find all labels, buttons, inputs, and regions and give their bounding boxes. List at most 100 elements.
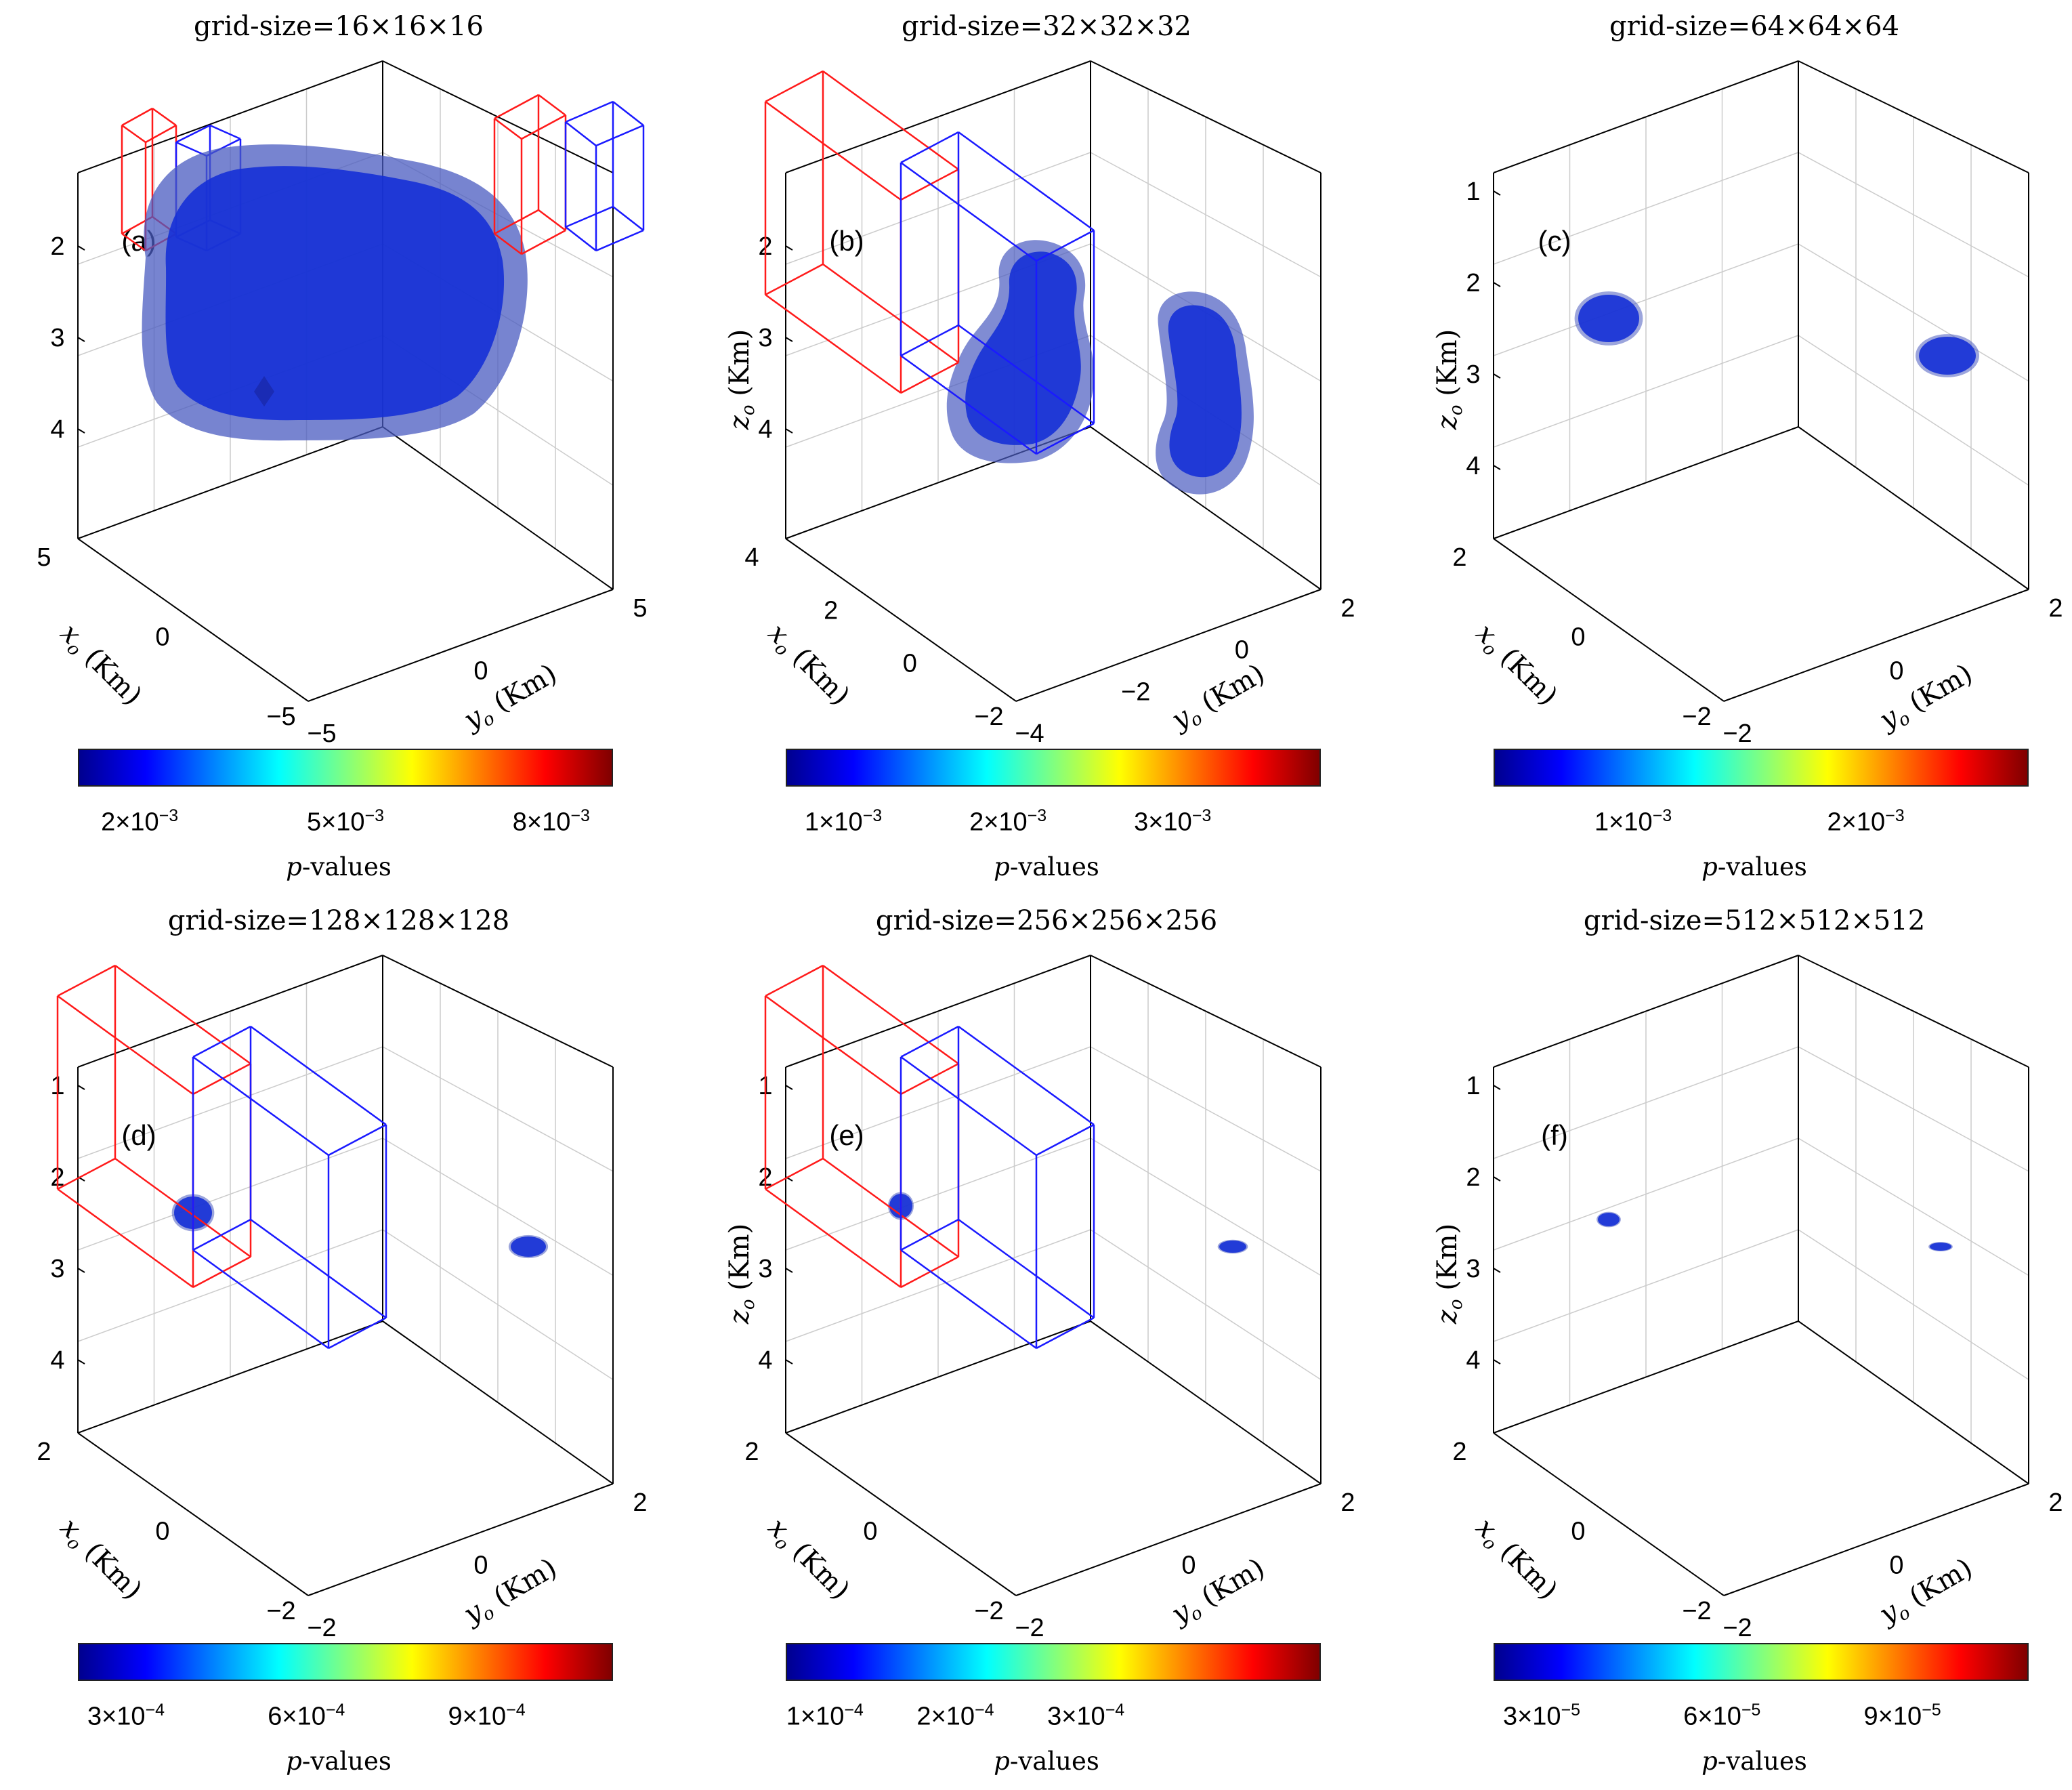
x-tick-label: 2 (1452, 543, 1466, 572)
z-tick-label: 4 (50, 1346, 64, 1375)
x-tick-label: −2 (266, 1597, 295, 1625)
x-axis-label: xo (Km) (759, 1512, 855, 1608)
grid-line (1493, 335, 1799, 448)
z-tick (77, 428, 85, 434)
axis-line (382, 426, 614, 590)
y-tick-label: 0 (1889, 657, 1903, 686)
x-tick-label: −2 (1682, 1597, 1711, 1625)
axis-line (308, 589, 614, 702)
x-tick-label: 0 (903, 650, 917, 678)
axis-line (1090, 955, 1322, 1068)
z-tick (77, 1176, 85, 1182)
grid-line (382, 1229, 614, 1380)
colorbar (1494, 749, 2029, 787)
y-tick-label: −4 (1015, 720, 1044, 745)
z-tick (785, 245, 793, 251)
axis-line (1493, 538, 1725, 702)
grid-line (1493, 1229, 1799, 1342)
z-tick (1493, 1085, 1501, 1090)
z-tick-label: 3 (758, 324, 772, 352)
chart-title: grid-size=16×16×16 (194, 11, 484, 42)
chart-panel-d: grid-size=128×128×128 1 2 3 4 2 0 −2 −2 0 2 xo (Km)… (0, 894, 677, 1776)
z-tick-label: 4 (758, 1346, 772, 1375)
chart-panel-f: grid-size=512×512×512 1 2 3 4 2 0 −2 −2 0 2 xo (Km)… (1416, 894, 2072, 1776)
axis-line (308, 1483, 614, 1596)
y-tick-label: 2 (1340, 594, 1355, 623)
z-tick-label: 1 (758, 1072, 772, 1100)
axis-line (1493, 426, 1799, 539)
axis-line (785, 538, 1017, 702)
x-tick-label: 0 (155, 623, 169, 652)
z-axis-label: zo (Km) (1432, 329, 1466, 430)
colorbar-label: p-values (1701, 852, 1807, 881)
colorbar-tick-label: 2×10−3 (101, 806, 179, 837)
panel-label: (a) (121, 225, 156, 257)
z-tick (785, 428, 793, 434)
x-tick-label: −5 (266, 703, 295, 731)
z-axis-label: zo (Km) (1432, 1224, 1466, 1325)
colorbar-label: p-values (286, 1747, 392, 1776)
colorbar-tick-label: 3×10−3 (1134, 806, 1212, 837)
z-tick (1493, 190, 1501, 196)
y-tick-label: −2 (307, 1614, 336, 1640)
colorbar-tick-label: 5×10−3 (306, 806, 385, 837)
colorbar (786, 749, 1321, 787)
y-tick-label: 0 (1235, 636, 1249, 665)
x-tick-label: 5 (37, 543, 51, 572)
z-tick (77, 245, 85, 251)
axis-line (77, 1432, 309, 1596)
z-tick (785, 1359, 793, 1365)
axis-line (1015, 1483, 1322, 1596)
z-tick (785, 1176, 793, 1182)
colorbar (786, 1643, 1321, 1681)
y-tick-label: 2 (2048, 1489, 2063, 1517)
x-axis-label: xo (Km) (51, 1512, 148, 1608)
axis-line (77, 538, 309, 702)
grid-line (1090, 1229, 1322, 1380)
z-tick-label: 4 (758, 415, 772, 444)
y-tick-label: 0 (1181, 1552, 1196, 1580)
axis-line (382, 955, 614, 1068)
chart-panel-a: grid-size=16×16×16 2 3 4 5 0 −5 −5 0 5 xo (Km) yo (… (0, 0, 677, 881)
z-tick-label: 1 (1466, 1072, 1480, 1100)
colorbar-tick-label: 3×10−5 (1502, 1701, 1581, 1731)
panel-label: (b) (829, 225, 864, 257)
axis-line (1493, 60, 1799, 173)
y-tick-label: 2 (2048, 594, 2063, 623)
z-tick (1493, 1176, 1501, 1182)
colorbar-tick-label: 1×10−3 (805, 806, 883, 837)
z-tick (77, 1268, 85, 1273)
x-tick-label: 2 (1452, 1438, 1466, 1466)
x-axis-label: xo (Km) (51, 618, 148, 714)
chart-panel-c: grid-size=64×64×64 1 2 3 4 2 0 −2 −2 0 2 xo (Km) yo … (1416, 0, 2072, 881)
colorbar-tick-label: 3×10−4 (87, 1701, 165, 1731)
axis-line (1015, 589, 1322, 702)
colorbar-label: p-values (286, 852, 392, 881)
axis-line (1090, 1320, 1322, 1484)
colorbar-tick-label: 9×10−4 (448, 1701, 526, 1731)
grid-line (1798, 1229, 2029, 1380)
axis-line (1723, 589, 2029, 702)
x-tick-label: −2 (974, 1597, 1003, 1625)
z-tick (77, 337, 85, 342)
z-tick (785, 337, 793, 342)
axis-line (1798, 955, 2029, 1068)
colorbar (1494, 1643, 2029, 1681)
colorbar-tick-label: 6×10−4 (268, 1701, 345, 1731)
x-axis-label: xo (Km) (1467, 618, 1563, 714)
axis-line (785, 1432, 1017, 1596)
y-tick-label: 0 (473, 657, 488, 686)
colorbar-tick-label: 3×10−4 (1047, 1701, 1125, 1731)
x-tick-label: 2 (37, 1438, 51, 1466)
colorbar (78, 749, 613, 787)
axis-line (1798, 1320, 2029, 1484)
panel-label: (f) (1541, 1119, 1568, 1151)
colorbar-label: p-values (1701, 1747, 1807, 1776)
y-tick-label: 2 (1340, 1489, 1355, 1517)
x-tick-label: 2 (744, 1438, 759, 1466)
z-tick (1493, 1359, 1501, 1365)
z-tick-label: 2 (1466, 1163, 1480, 1192)
